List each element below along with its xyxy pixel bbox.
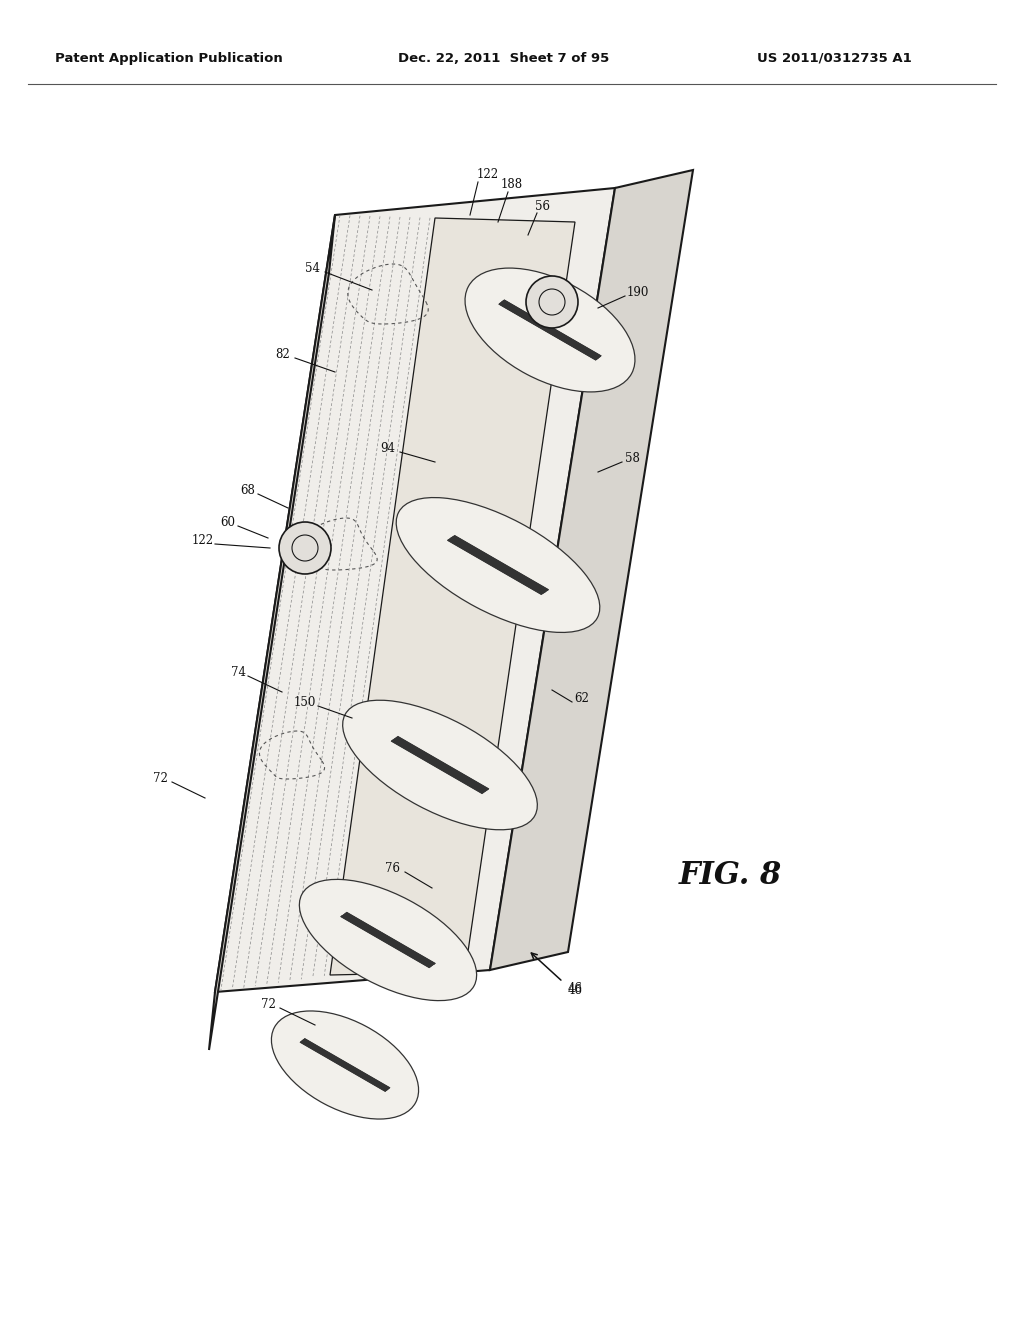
Text: 58: 58 [625, 451, 639, 465]
Text: Patent Application Publication: Patent Application Publication [55, 51, 283, 65]
Text: 74: 74 [230, 665, 246, 678]
Polygon shape [490, 170, 693, 970]
Text: 82: 82 [275, 348, 291, 362]
Text: US 2011/0312735 A1: US 2011/0312735 A1 [757, 51, 912, 65]
Text: 122: 122 [191, 533, 214, 546]
Text: 54: 54 [304, 261, 319, 275]
Text: 122: 122 [477, 169, 499, 181]
Circle shape [526, 276, 578, 327]
Text: 68: 68 [241, 483, 255, 496]
Polygon shape [209, 215, 335, 1049]
Text: 46: 46 [567, 983, 583, 997]
Polygon shape [330, 218, 575, 975]
Text: 72: 72 [153, 771, 168, 784]
Text: 94: 94 [381, 441, 395, 454]
Circle shape [279, 521, 331, 574]
Text: FIG. 8: FIG. 8 [678, 859, 781, 891]
Text: 46: 46 [567, 982, 583, 994]
Ellipse shape [465, 268, 635, 392]
Text: 150: 150 [294, 696, 316, 709]
Text: 56: 56 [535, 201, 550, 214]
Ellipse shape [299, 879, 476, 1001]
Ellipse shape [271, 1011, 419, 1119]
Ellipse shape [396, 498, 600, 632]
Text: 62: 62 [574, 692, 590, 705]
Text: 188: 188 [501, 178, 523, 191]
Text: 72: 72 [260, 998, 275, 1011]
Polygon shape [215, 187, 615, 993]
Text: 76: 76 [384, 862, 399, 874]
Ellipse shape [343, 700, 538, 830]
Text: 60: 60 [220, 516, 236, 528]
Text: Dec. 22, 2011  Sheet 7 of 95: Dec. 22, 2011 Sheet 7 of 95 [398, 51, 609, 65]
Text: 190: 190 [627, 285, 649, 298]
